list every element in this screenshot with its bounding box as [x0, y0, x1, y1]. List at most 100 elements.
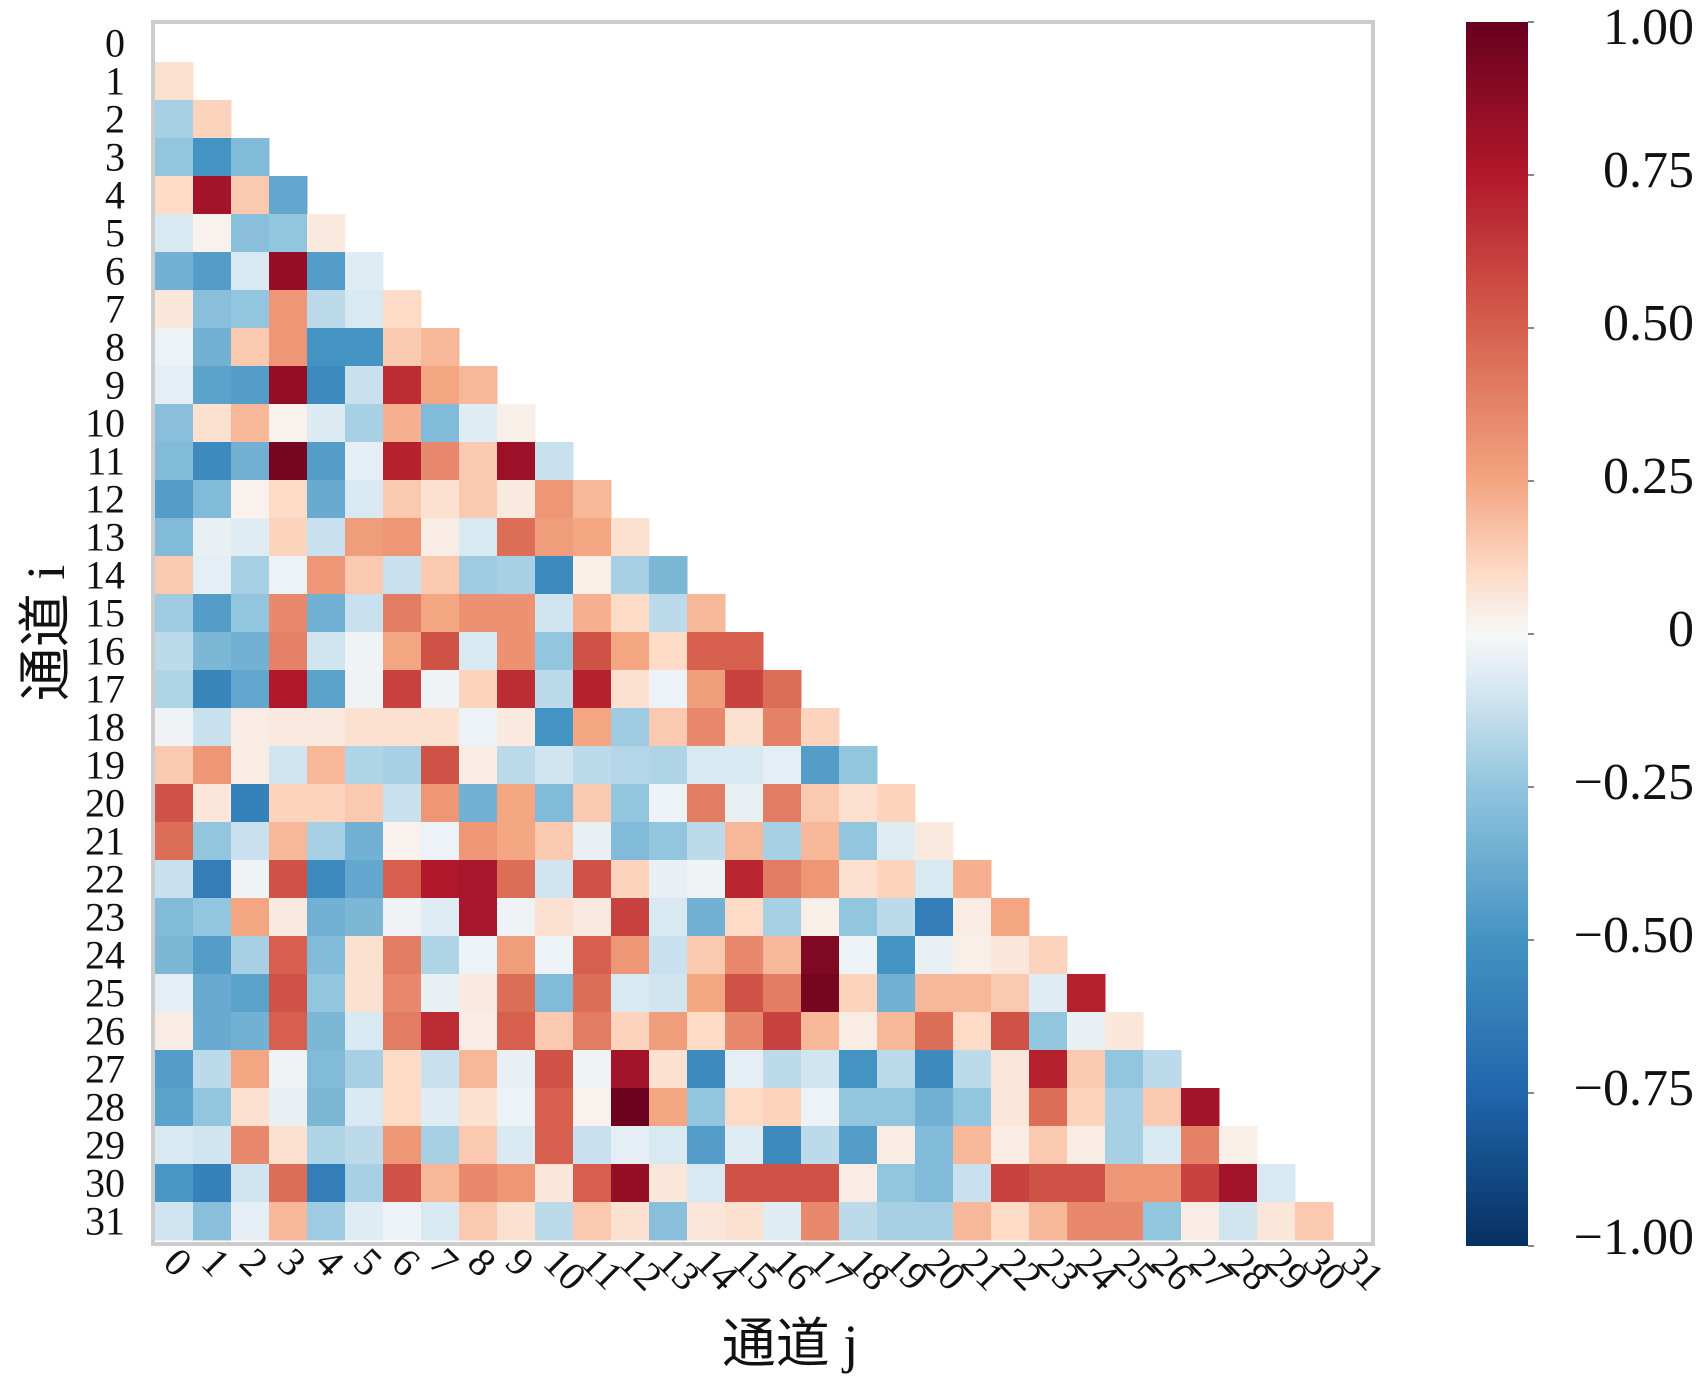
- heatmap-cell: [421, 594, 460, 633]
- heatmap-cell: [801, 1164, 840, 1203]
- heatmap-cell: [193, 1088, 232, 1127]
- heatmap-cell: [573, 632, 612, 671]
- heatmap-cell: [991, 1202, 1030, 1241]
- colorbar-ticks: 1.00 0.75 0.50 0.25 0 −0.25 −0.50 −0.75 −1.00: [1528, 0, 1694, 1266]
- heatmap-cell: [383, 898, 422, 937]
- heatmap-cell: [231, 632, 270, 671]
- heatmap-cell: [307, 746, 346, 785]
- heatmap-cell: [459, 480, 498, 519]
- heatmap-cell: [269, 442, 308, 481]
- heatmap-cell: [383, 1202, 422, 1241]
- heatmap-cell: [1181, 1164, 1220, 1203]
- heatmap-cell: [307, 974, 346, 1013]
- heatmap-cell: [915, 1202, 954, 1241]
- heatmap-cell: [953, 1012, 992, 1051]
- heatmap-cell: [383, 366, 422, 405]
- heatmap-cell: [725, 1050, 764, 1089]
- y-axis-label-text: 通道 i: [16, 565, 76, 702]
- heatmap-cell: [687, 708, 726, 747]
- heatmap-cell: [193, 860, 232, 899]
- heatmap-cell: [231, 1126, 270, 1165]
- heatmap-cell: [839, 822, 878, 861]
- heatmap-cell: [953, 1164, 992, 1203]
- heatmap-cell: [991, 898, 1030, 937]
- heatmap-cell: [345, 442, 384, 481]
- heatmap-cell: [269, 480, 308, 519]
- heatmap-cell: [649, 1126, 688, 1165]
- heatmap-cell: [459, 708, 498, 747]
- heatmap-cell: [231, 936, 270, 975]
- heatmap-cell: [573, 556, 612, 595]
- heatmap-cell: [497, 594, 536, 633]
- heatmap-cell: [155, 404, 194, 443]
- heatmap-cell: [155, 594, 194, 633]
- heatmap-cell: [421, 898, 460, 937]
- heatmap-cell: [307, 1050, 346, 1089]
- heatmap-cell: [497, 974, 536, 1013]
- heatmap-cell: [459, 974, 498, 1013]
- heatmap-cell: [231, 1164, 270, 1203]
- heatmap-cell: [915, 1088, 954, 1127]
- heatmap-cell: [231, 974, 270, 1013]
- y-tick-label: 9: [105, 363, 125, 408]
- heatmap-cell: [345, 632, 384, 671]
- heatmap-cell: [155, 518, 194, 557]
- heatmap-cell: [497, 1126, 536, 1165]
- heatmap-cell: [383, 290, 422, 329]
- heatmap-cell: [573, 822, 612, 861]
- heatmap-cell: [1105, 1012, 1144, 1051]
- heatmap-cell: [231, 594, 270, 633]
- heatmap-cell: [345, 1126, 384, 1165]
- heatmap-cell: [953, 974, 992, 1013]
- heatmap-cell: [611, 556, 650, 595]
- heatmap-cell: [725, 936, 764, 975]
- heatmap-cell: [459, 822, 498, 861]
- heatmap-cell: [459, 404, 498, 443]
- y-tick-label: 22: [85, 857, 125, 902]
- heatmap-cell: [991, 1088, 1030, 1127]
- heatmap-cell: [1067, 1126, 1106, 1165]
- heatmap-cell: [345, 670, 384, 709]
- x-axis-label: 通道 j: [722, 1314, 859, 1374]
- heatmap-cell: [269, 822, 308, 861]
- heatmap-cell: [497, 480, 536, 519]
- heatmap-cell: [231, 404, 270, 443]
- heatmap-cell: [155, 1164, 194, 1203]
- heatmap-cell: [383, 594, 422, 633]
- heatmap-cell: [687, 822, 726, 861]
- heatmap-cell: [801, 1012, 840, 1051]
- heatmap-cell: [269, 518, 308, 557]
- heatmap-cell: [231, 518, 270, 557]
- heatmap-cell: [573, 1012, 612, 1051]
- heatmap-cell: [1143, 1126, 1182, 1165]
- heatmap-cell: [1105, 1202, 1144, 1241]
- plot-frame: [151, 20, 1375, 1246]
- heatmap-cell: [1105, 1126, 1144, 1165]
- heatmap-cell: [155, 556, 194, 595]
- heatmap-cell: [535, 556, 574, 595]
- heatmap-cell: [421, 974, 460, 1013]
- y-tick-label: 28: [85, 1085, 125, 1130]
- heatmap-cell: [573, 480, 612, 519]
- y-tick-label: 2: [105, 97, 125, 142]
- heatmap-cell: [839, 860, 878, 899]
- heatmap-cell: [611, 632, 650, 671]
- colorbar-tick-label: 0.25: [1603, 448, 1694, 505]
- heatmap-cell: [1029, 1126, 1068, 1165]
- heatmap-cell: [193, 974, 232, 1013]
- heatmap-cell: [345, 1050, 384, 1089]
- heatmap-cell: [535, 708, 574, 747]
- heatmap-cell: [611, 936, 650, 975]
- heatmap-cell: [497, 1012, 536, 1051]
- heatmap-cell: [269, 1088, 308, 1127]
- heatmap-cell: [345, 290, 384, 329]
- heatmap-cell: [801, 860, 840, 899]
- heatmap-cell: [193, 480, 232, 519]
- heatmap-cell: [915, 898, 954, 937]
- x-axis-label-text: 通道 j: [722, 1314, 859, 1374]
- heatmap-cell: [269, 632, 308, 671]
- heatmap-cell: [915, 974, 954, 1013]
- heatmap-cell: [307, 632, 346, 671]
- heatmap-cell: [307, 670, 346, 709]
- heatmap-cell: [345, 898, 384, 937]
